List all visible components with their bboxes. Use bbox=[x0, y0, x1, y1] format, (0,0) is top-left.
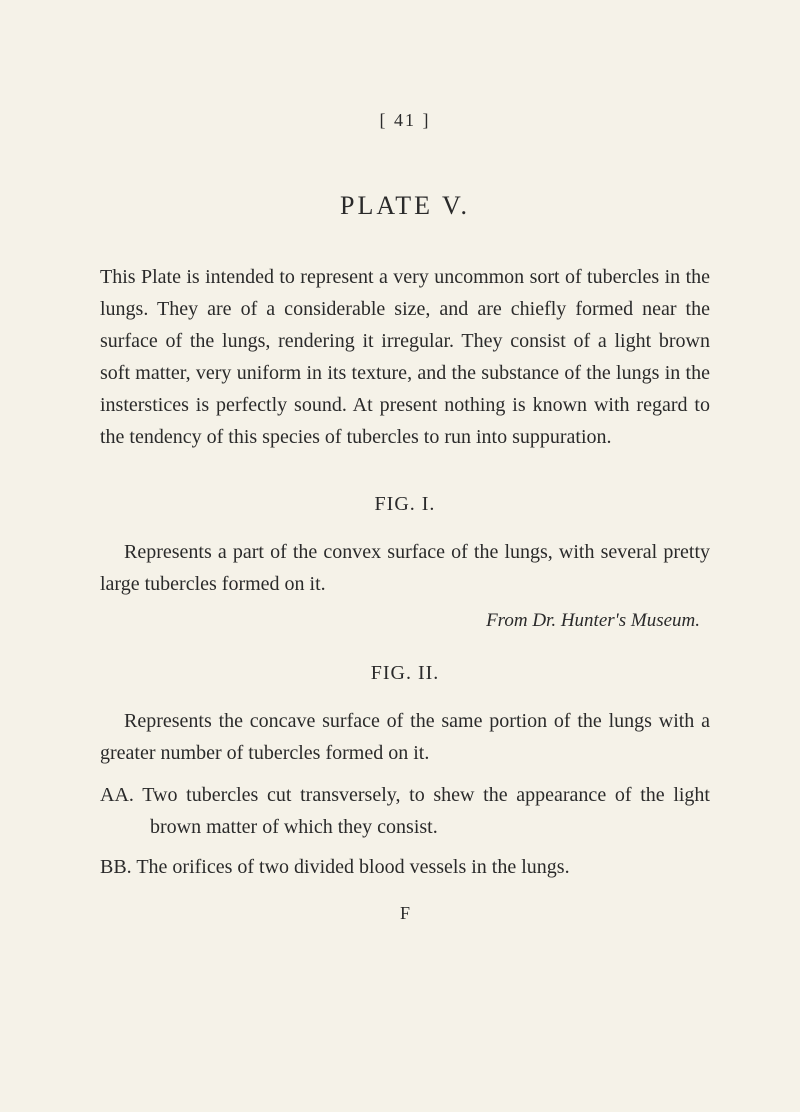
intro-paragraph: This Plate is intended to represent a ve… bbox=[100, 261, 710, 453]
plate-title: PLATE V. bbox=[100, 191, 710, 221]
fig1-attribution: From Dr. Hunter's Museum. bbox=[100, 610, 710, 632]
page-number: [ 41 ] bbox=[100, 110, 710, 131]
fig1-text: Represents a part of the convex surface … bbox=[100, 536, 710, 600]
footer-signature-mark: F bbox=[100, 903, 710, 924]
fig2-heading: FIG. II. bbox=[100, 662, 710, 685]
fig2-item-aa: AA. Two tubercles cut transversely, to s… bbox=[100, 779, 710, 843]
fig2-item-bb: BB. The orifices of two divided blood ve… bbox=[100, 851, 710, 883]
fig2-text: Represents the concave surface of the sa… bbox=[100, 705, 710, 769]
fig1-heading: FIG. I. bbox=[100, 493, 710, 516]
